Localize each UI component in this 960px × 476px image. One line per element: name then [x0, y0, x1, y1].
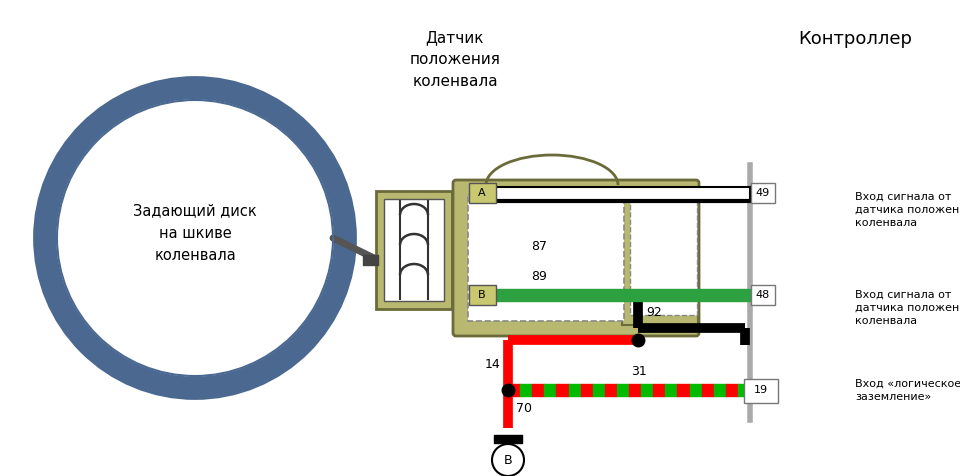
- Bar: [51, 291, 67, 311]
- Text: Вход сигнала от
датчика положения
коленвала: Вход сигнала от датчика положения коленв…: [855, 290, 960, 326]
- Bar: [45, 180, 60, 200]
- FancyBboxPatch shape: [630, 201, 697, 315]
- Text: Датчик
положения
коленвала: Датчик положения коленвала: [410, 30, 500, 89]
- Bar: [101, 353, 121, 371]
- Bar: [114, 97, 135, 114]
- Bar: [161, 380, 180, 392]
- Bar: [101, 105, 121, 123]
- Bar: [225, 375, 245, 390]
- Circle shape: [57, 100, 333, 376]
- FancyBboxPatch shape: [469, 285, 496, 305]
- Text: 14: 14: [484, 358, 500, 371]
- Bar: [76, 125, 96, 145]
- Bar: [114, 362, 135, 379]
- Bar: [209, 84, 228, 96]
- FancyBboxPatch shape: [376, 191, 452, 309]
- Bar: [335, 196, 348, 216]
- FancyBboxPatch shape: [744, 379, 778, 403]
- Text: 87: 87: [531, 239, 547, 252]
- Bar: [305, 318, 324, 339]
- Bar: [130, 369, 150, 386]
- Text: B: B: [478, 290, 486, 300]
- Bar: [294, 125, 314, 145]
- Bar: [45, 276, 60, 296]
- Text: Вход сигнала от
датчика положения
коленвала: Вход сигнала от датчика положения коленв…: [855, 192, 960, 228]
- Bar: [178, 382, 196, 393]
- FancyBboxPatch shape: [622, 191, 698, 325]
- Bar: [194, 382, 212, 393]
- Bar: [40, 212, 52, 231]
- Text: B: B: [504, 454, 513, 466]
- Bar: [255, 97, 276, 114]
- Bar: [58, 150, 76, 171]
- Text: A: A: [478, 188, 486, 198]
- Bar: [145, 375, 165, 390]
- Text: 70: 70: [516, 403, 532, 416]
- Text: 19: 19: [754, 385, 768, 395]
- Text: 89: 89: [531, 269, 547, 282]
- Bar: [225, 86, 245, 101]
- Bar: [269, 353, 289, 371]
- Bar: [269, 105, 289, 123]
- Bar: [178, 83, 196, 94]
- Bar: [240, 369, 261, 386]
- Bar: [58, 305, 76, 326]
- Bar: [40, 245, 52, 264]
- Bar: [40, 229, 50, 247]
- Bar: [161, 84, 180, 96]
- Bar: [66, 137, 85, 158]
- FancyBboxPatch shape: [468, 195, 624, 321]
- Bar: [338, 212, 350, 231]
- Bar: [329, 276, 345, 296]
- Bar: [255, 362, 276, 379]
- Bar: [323, 165, 340, 185]
- Bar: [294, 331, 314, 351]
- Text: 49: 49: [756, 188, 770, 198]
- Bar: [209, 380, 228, 392]
- Bar: [335, 260, 348, 280]
- Bar: [87, 114, 108, 133]
- Bar: [315, 305, 332, 326]
- Bar: [66, 318, 85, 339]
- FancyBboxPatch shape: [453, 180, 699, 336]
- Text: 31: 31: [631, 365, 647, 378]
- Bar: [340, 229, 350, 247]
- Text: 48: 48: [756, 290, 770, 300]
- Bar: [305, 137, 324, 158]
- Bar: [76, 331, 96, 351]
- Bar: [194, 83, 212, 94]
- FancyBboxPatch shape: [469, 183, 496, 203]
- Text: Контроллер: Контроллер: [798, 30, 912, 48]
- Bar: [323, 291, 340, 311]
- Bar: [315, 150, 332, 171]
- Bar: [51, 165, 67, 185]
- Text: Вход «логическое
заземление»: Вход «логическое заземление»: [855, 378, 960, 402]
- Bar: [130, 90, 150, 107]
- Text: Задающий диск
на шкиве
коленвала: Задающий диск на шкиве коленвала: [133, 203, 257, 263]
- Bar: [41, 196, 56, 216]
- Bar: [87, 343, 108, 362]
- FancyBboxPatch shape: [751, 183, 775, 203]
- FancyBboxPatch shape: [751, 285, 775, 305]
- FancyBboxPatch shape: [384, 199, 444, 301]
- Text: 92: 92: [646, 306, 661, 318]
- Bar: [282, 343, 302, 362]
- Bar: [41, 260, 56, 280]
- Bar: [145, 86, 165, 101]
- Bar: [338, 245, 350, 264]
- Bar: [282, 114, 302, 133]
- Bar: [329, 180, 345, 200]
- Bar: [240, 90, 261, 107]
